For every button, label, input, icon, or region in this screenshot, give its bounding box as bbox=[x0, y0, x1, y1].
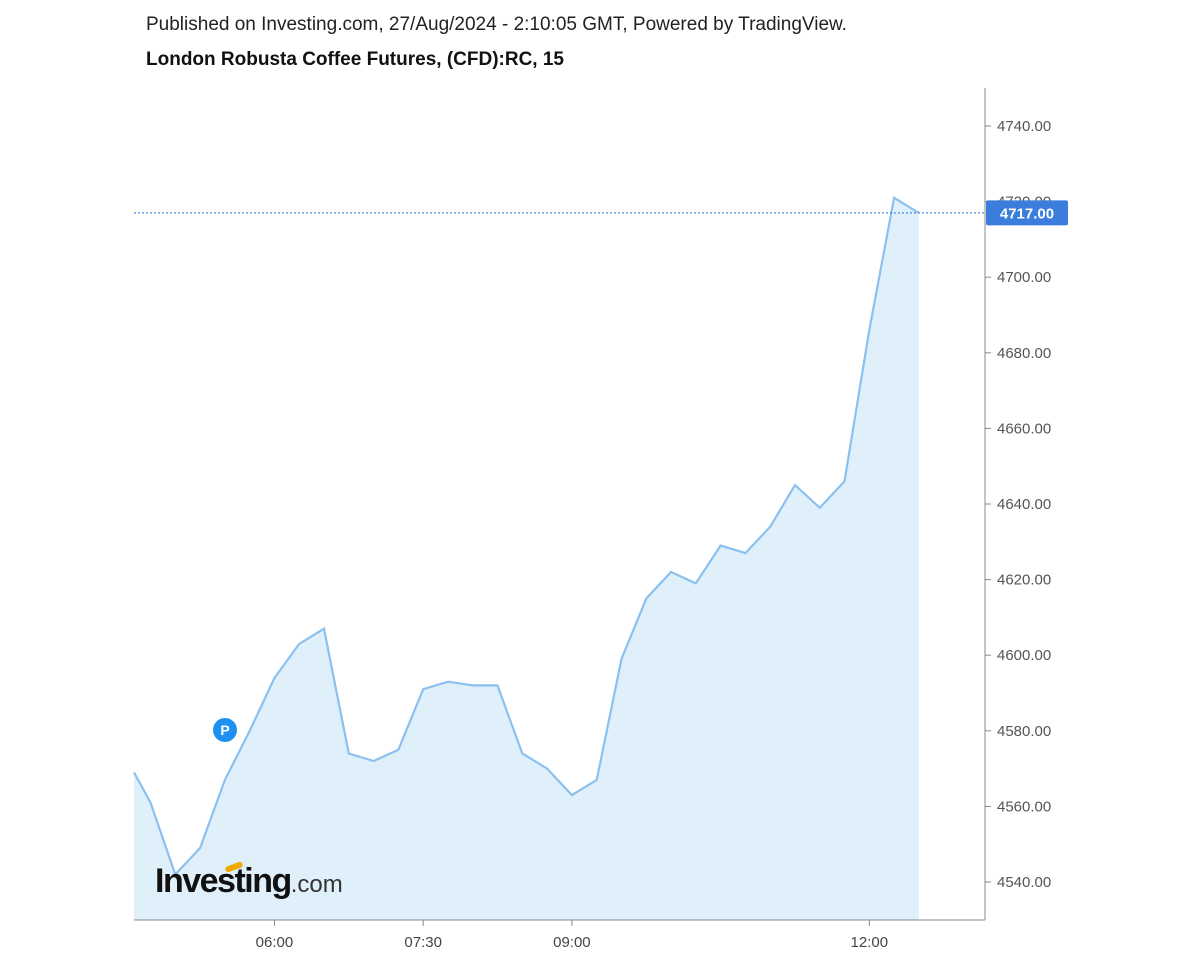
x-axis-ticks: 06:00 07:30 09:00 12:00 bbox=[256, 920, 888, 951]
y-tick-label: 4660.00 bbox=[997, 420, 1051, 437]
x-tick-label: 07:30 bbox=[404, 934, 442, 951]
price-line bbox=[133, 196, 920, 877]
p-marker[interactable]: P bbox=[213, 718, 237, 742]
y-tick-label: 4540.00 bbox=[997, 874, 1051, 891]
last-price-tag-background bbox=[986, 200, 1068, 226]
published-caption: Published on Investing.com, 27/Aug/2024 … bbox=[146, 14, 847, 35]
x-tick-label: 09:00 bbox=[553, 934, 591, 951]
y-tick-label: 4640.00 bbox=[997, 496, 1051, 513]
y-tick-label: 4680.00 bbox=[997, 345, 1051, 362]
plot-area bbox=[133, 196, 920, 921]
x-tick-label: 12:00 bbox=[851, 934, 889, 951]
logo-wordmark: Investing bbox=[155, 862, 292, 900]
y-tick-label: 4560.00 bbox=[997, 798, 1051, 815]
x-tick-label: 06:00 bbox=[256, 934, 294, 951]
y-tick-label: 4600.00 bbox=[997, 647, 1051, 664]
chart-title: London Robusta Coffee Futures, (CFD):RC,… bbox=[146, 49, 564, 70]
y-tick-label: 4740.00 bbox=[997, 118, 1051, 135]
logo-suffix: .com bbox=[290, 871, 343, 898]
y-axis-ticks: 4540.00 4560.00 4580.00 4600.00 4620.00 4640.… bbox=[985, 118, 1051, 891]
y-tick-label: 4620.00 bbox=[997, 572, 1051, 589]
investing-logo: Investing.com bbox=[155, 861, 343, 901]
last-price-tag: 4717.00 bbox=[986, 200, 1068, 226]
last-price-tag-text: 4717.00 bbox=[1000, 205, 1054, 222]
y-tick-label: 4700.00 bbox=[997, 269, 1051, 286]
price-area-fill bbox=[134, 197, 919, 921]
y-tick-label: 4580.00 bbox=[997, 723, 1051, 740]
